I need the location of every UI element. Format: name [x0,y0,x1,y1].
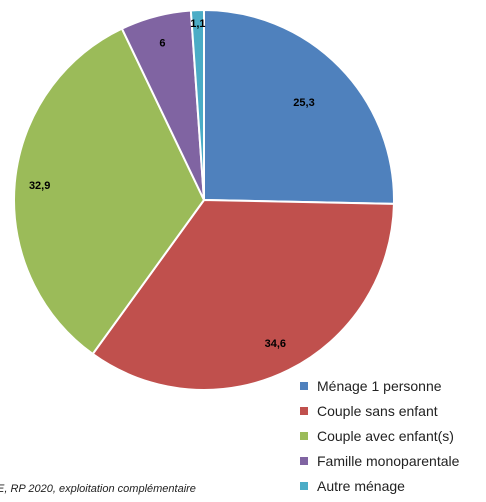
legend-label: Autre ménage [317,477,405,494]
legend-swatch [300,431,308,440]
source-note: E, RP 2020, exploitation complémentaire [0,483,196,495]
legend-swatch [300,481,308,490]
legend-label: Ménage 1 personne [317,377,442,394]
pie-data-label: 6 [159,37,165,49]
pie-slice [91,198,395,391]
legend-item-couple-sans-enfant: Couple sans enfant [300,398,459,423]
legend-label: Couple avec enfant(s) [317,427,454,444]
pie-data-label: 34,6 [265,338,286,350]
legend-item-couple-avec-enfants: Couple avec enfant(s) [300,423,459,448]
legend-label: Couple sans enfant [317,402,438,419]
legend-item-autre-menage: Autre ménage [300,473,459,498]
pie-slice [203,8,395,205]
legend-item-famille-monoparentale: Famille monoparentale [300,448,459,473]
pie-data-labels: 25,3 34,6 32,9 6 1,1 [29,18,315,350]
legend-label: Famille monoparentale [317,452,460,469]
legend-swatch [300,406,308,415]
legend-swatch [300,381,308,390]
legend: Ménage 1 personne Couple sans enfant Cou… [300,373,459,498]
pie-slices [13,8,395,391]
legend-swatch [300,456,308,465]
pie-data-label: 32,9 [29,180,50,192]
pie-data-label: 1,1 [190,18,205,30]
legend-item-menage-1-personne: Ménage 1 personne [300,373,459,398]
pie-slice [189,8,205,201]
pie-slice [13,27,206,356]
pie-data-label: 25,3 [293,97,314,109]
